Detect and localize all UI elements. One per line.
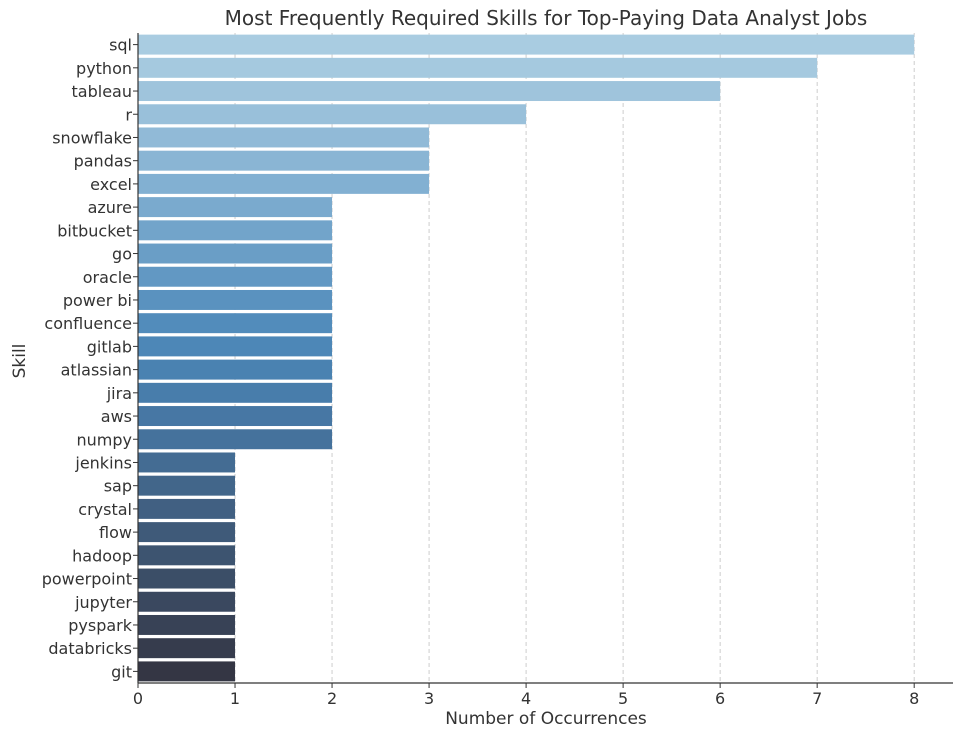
bar-snowflake xyxy=(138,127,430,148)
bar-powerpoint xyxy=(138,568,236,589)
y-tick-label: sap xyxy=(104,477,132,496)
bar-power-bi xyxy=(138,289,333,310)
bar-gitlab xyxy=(138,336,333,357)
y-tick-label: oracle xyxy=(83,268,132,287)
x-tick-label: 4 xyxy=(521,689,531,708)
y-tick-label: pyspark xyxy=(68,616,133,635)
y-tick-label: bitbucket xyxy=(57,221,132,240)
x-tick-label: 0 xyxy=(133,689,143,708)
y-tick-label: hadoop xyxy=(72,546,132,565)
bar-confluence xyxy=(138,313,333,334)
bar-excel xyxy=(138,173,430,194)
bar-aws xyxy=(138,406,333,427)
bar-bitbucket xyxy=(138,220,333,241)
y-tick-label: go xyxy=(112,245,132,264)
x-tick-label: 5 xyxy=(618,689,628,708)
x-tick-label: 2 xyxy=(327,689,337,708)
y-tick-label: sql xyxy=(109,36,132,55)
x-tick-label: 7 xyxy=(812,689,822,708)
y-tick-label: gitlab xyxy=(87,337,132,356)
bar-pyspark xyxy=(138,614,236,635)
x-tick-labels: 0 1 2 3 4 5 6 7 8 xyxy=(133,683,919,708)
x-axis-label: Number of Occurrences xyxy=(445,709,647,729)
bar-sql xyxy=(138,34,915,55)
y-tick-label: snowflake xyxy=(52,128,132,147)
bar-atlassian xyxy=(138,359,333,380)
y-tick-label: excel xyxy=(90,175,132,194)
x-tick-label: 8 xyxy=(909,689,919,708)
bar-numpy xyxy=(138,429,333,450)
y-tick-label: numpy xyxy=(77,430,133,449)
y-tick-label: pandas xyxy=(74,152,132,171)
bar-sap xyxy=(138,475,236,496)
x-tick-label: 6 xyxy=(715,689,725,708)
bar-crystal xyxy=(138,498,236,519)
y-tick-label: confluence xyxy=(44,314,132,333)
y-tick-label: atlassian xyxy=(61,361,132,380)
bar-python xyxy=(138,57,818,78)
y-tick-labels: sql python tableau r snowflake pandas excel azu… xyxy=(42,36,138,681)
y-tick-label: jenkins xyxy=(74,453,132,472)
y-tick-label: jira xyxy=(106,384,132,403)
y-tick-label: crystal xyxy=(78,500,132,519)
y-tick-label: powerpoint xyxy=(42,570,132,589)
bar-flow xyxy=(138,522,236,543)
bar-jira xyxy=(138,382,333,403)
bar-databricks xyxy=(138,638,236,659)
y-tick-label: databricks xyxy=(48,639,132,658)
y-tick-label: r xyxy=(125,105,132,124)
chart-title: Most Frequently Required Skills for Top-… xyxy=(225,6,868,30)
y-tick-label: jupyter xyxy=(74,593,132,612)
y-tick-label: power bi xyxy=(63,291,132,310)
bar-azure xyxy=(138,197,333,218)
y-tick-label: tableau xyxy=(72,82,132,101)
y-tick-label: flow xyxy=(99,523,132,542)
bar-hadoop xyxy=(138,545,236,566)
bar-pandas xyxy=(138,150,430,171)
bar-go xyxy=(138,243,333,264)
bar-tableau xyxy=(138,81,721,102)
y-tick-label: python xyxy=(76,59,132,78)
bar-r xyxy=(138,104,527,125)
bar-oracle xyxy=(138,266,333,287)
bar-jenkins xyxy=(138,452,236,473)
y-tick-label: aws xyxy=(101,407,132,426)
y-tick-label: git xyxy=(111,662,132,681)
y-tick-label: azure xyxy=(88,198,132,217)
x-tick-label: 3 xyxy=(424,689,434,708)
bars xyxy=(138,34,915,682)
bar-git xyxy=(138,661,236,682)
bar-jupyter xyxy=(138,591,236,612)
x-tick-label: 1 xyxy=(230,689,240,708)
y-axis-label: Skill xyxy=(10,344,30,379)
